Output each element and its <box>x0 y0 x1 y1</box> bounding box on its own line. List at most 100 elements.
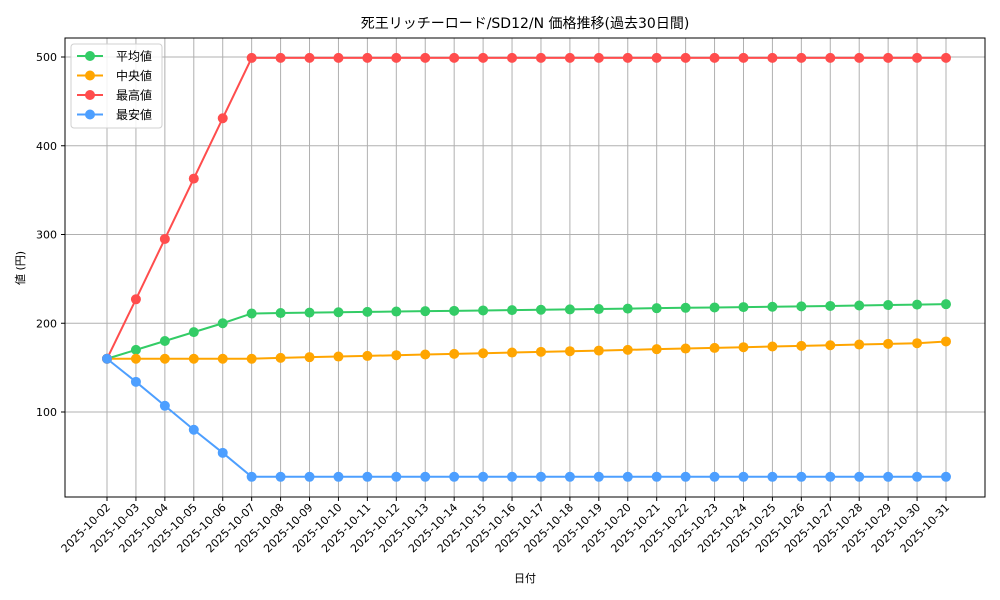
data-point <box>883 471 894 482</box>
data-point <box>478 471 489 482</box>
series-line <box>106 357 946 478</box>
data-point <box>478 305 489 316</box>
data-point <box>391 52 402 63</box>
data-point <box>362 471 373 482</box>
data-point <box>159 233 170 244</box>
data-point <box>622 52 633 63</box>
data-point <box>622 344 633 355</box>
data-point <box>680 471 691 482</box>
y-tick-label: 500 <box>36 51 57 64</box>
data-point <box>883 52 894 63</box>
series-line <box>107 340 947 360</box>
data-point <box>622 303 633 314</box>
data-point <box>188 173 199 184</box>
series-line <box>106 56 946 360</box>
data-point <box>854 471 865 482</box>
data-point <box>333 471 344 482</box>
data-point <box>304 471 315 482</box>
data-point <box>507 305 518 316</box>
data-point <box>738 302 749 313</box>
series-line <box>106 303 947 360</box>
data-point <box>507 471 518 482</box>
data-point <box>130 376 141 387</box>
data-point <box>304 307 315 318</box>
data-point <box>535 346 546 357</box>
data-point <box>680 302 691 313</box>
data-point <box>304 52 315 63</box>
data-point <box>102 353 112 364</box>
data-point <box>767 471 778 482</box>
legend-label: 最高値 <box>116 88 152 103</box>
data-point <box>912 471 923 482</box>
data-point <box>738 471 749 482</box>
data-point <box>391 471 402 482</box>
data-point <box>738 342 749 353</box>
data-point <box>883 300 894 311</box>
legend-box <box>70 43 163 129</box>
data-point <box>362 350 373 361</box>
data-point <box>449 305 460 316</box>
data-point <box>449 348 460 359</box>
data-point <box>275 52 286 63</box>
y-tick-label: 200 <box>36 317 57 330</box>
data-point <box>275 352 286 363</box>
y-axis-label: 値 (円) <box>14 251 27 285</box>
data-point <box>651 344 662 355</box>
data-point <box>883 338 894 349</box>
data-point <box>941 336 951 347</box>
data-point <box>796 340 807 351</box>
data-point <box>767 341 778 352</box>
legend-label: 最安値 <box>116 107 152 122</box>
data-point <box>507 52 518 63</box>
y-tick-label: 400 <box>36 140 57 153</box>
data-point <box>217 113 228 124</box>
data-point <box>854 300 865 311</box>
data-point <box>391 350 402 361</box>
data-point <box>420 52 431 63</box>
data-point <box>825 300 836 311</box>
legend-marker <box>85 70 95 81</box>
data-point <box>507 347 518 358</box>
data-point <box>246 471 257 482</box>
data-point <box>912 299 923 310</box>
data-point <box>246 52 257 63</box>
data-point <box>825 471 836 482</box>
data-point <box>738 52 749 63</box>
data-point <box>651 471 662 482</box>
data-point <box>217 353 228 364</box>
data-point <box>854 52 865 63</box>
data-point <box>854 339 865 350</box>
data-point <box>709 302 720 313</box>
data-point <box>159 400 170 411</box>
data-point <box>420 349 431 360</box>
data-point <box>825 52 836 63</box>
y-tick-label: 300 <box>36 229 57 242</box>
data-point <box>478 348 489 359</box>
data-point <box>825 340 836 351</box>
data-point <box>275 308 286 319</box>
data-point <box>246 308 257 319</box>
data-point <box>449 471 460 482</box>
data-point <box>941 299 951 310</box>
data-point <box>246 353 257 364</box>
data-point <box>188 327 199 338</box>
data-point <box>535 52 546 63</box>
y-tick-label: 100 <box>36 406 57 419</box>
data-point <box>159 336 170 346</box>
data-point <box>333 52 344 63</box>
data-point <box>159 353 170 364</box>
data-point <box>593 471 604 482</box>
x-axis-ticks: 2025-10-022025-10-032025-10-042025-10-05… <box>59 497 952 555</box>
data-point <box>449 52 460 63</box>
plot-frame <box>64 37 986 498</box>
chart-title: 死王リッチーロード/SD12/N 価格推移(過去30日間) <box>361 16 690 32</box>
data-point <box>333 307 344 318</box>
data-point <box>217 447 228 458</box>
data-point <box>709 52 720 63</box>
legend-label: 中央値 <box>116 68 152 83</box>
data-point <box>188 353 199 364</box>
y-axis-ticks: 100 200 300 400 500 <box>36 51 65 419</box>
x-axis-label: 日付 <box>514 572 536 585</box>
legend-marker <box>85 90 95 100</box>
